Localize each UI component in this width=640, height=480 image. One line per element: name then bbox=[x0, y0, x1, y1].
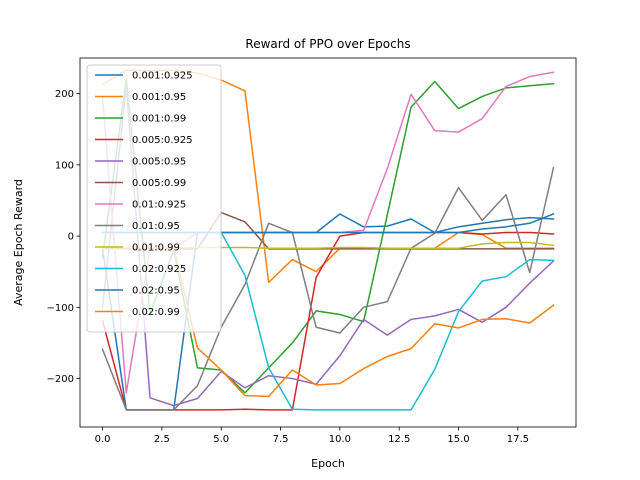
y-tick-label: 200 bbox=[55, 89, 74, 100]
chart-title: Reward of PPO over Epochs bbox=[245, 37, 410, 51]
legend-label-1: 0.001:0.95 bbox=[132, 92, 186, 103]
series-line-7 bbox=[101, 166, 555, 411]
legend-label-2: 0.001:0.99 bbox=[132, 114, 186, 125]
x-tick-label: 15.0 bbox=[447, 434, 469, 445]
legend-box bbox=[86, 64, 222, 333]
y-axis-label: Average Epoch Reward bbox=[12, 179, 25, 306]
plot-frame bbox=[79, 57, 577, 428]
y-tick-label: 0 bbox=[68, 232, 74, 243]
x-tick-label: 5.0 bbox=[213, 434, 229, 445]
x-axis-label: Epoch bbox=[311, 457, 345, 470]
y-tick-label: 100 bbox=[55, 160, 74, 171]
legend-label-8: 0.01:0.99 bbox=[132, 243, 180, 254]
legend-label-3: 0.005:0.925 bbox=[132, 135, 193, 146]
legend-label-5: 0.005:0.99 bbox=[132, 178, 186, 189]
legend-label-11: 0.02:0.99 bbox=[132, 307, 180, 318]
legend-label-0: 0.001:0.925 bbox=[132, 71, 193, 82]
x-tick-label: 7.5 bbox=[273, 434, 289, 445]
legend-label-4: 0.005:0.95 bbox=[132, 157, 186, 168]
legend-label-9: 0.02:0.925 bbox=[132, 264, 186, 275]
legend: 0.001:0.925 0.001:0.95 0.001:0.99 0.005:0.9… bbox=[86, 64, 222, 333]
x-tick-label: 17.5 bbox=[507, 434, 529, 445]
legend-label-10: 0.02:0.95 bbox=[132, 286, 180, 297]
x-tick-label: 0.0 bbox=[95, 434, 111, 445]
y-tick-label: −200 bbox=[47, 374, 74, 385]
x-tick-label: 2.5 bbox=[154, 434, 170, 445]
legend-label-7: 0.01:0.95 bbox=[132, 221, 180, 232]
legend-label-6: 0.01:0.925 bbox=[132, 200, 186, 211]
axes-layer: 0.0 2.5 5.0 7.5 10.0 12.5 15.0 17.5 −200 −100 0 100… bbox=[47, 57, 577, 445]
series-line-3 bbox=[101, 231, 555, 411]
x-tick-label: 10.0 bbox=[329, 434, 351, 445]
series-line-0 bbox=[101, 213, 555, 411]
y-tick-label: −100 bbox=[47, 303, 74, 314]
x-tick-label: 12.5 bbox=[388, 434, 410, 445]
